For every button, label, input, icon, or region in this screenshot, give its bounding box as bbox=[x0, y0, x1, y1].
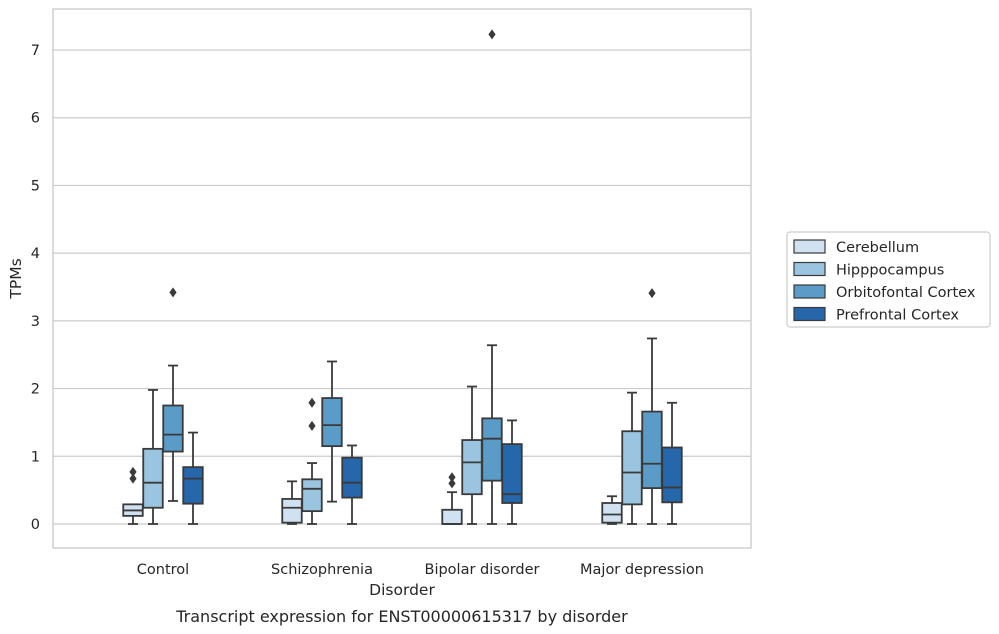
outlier-point bbox=[648, 288, 656, 299]
grid-lines bbox=[53, 49, 751, 525]
box-body bbox=[481, 417, 503, 482]
box-body bbox=[162, 404, 184, 453]
legend-swatch bbox=[793, 284, 826, 299]
y-tick-label: 0 bbox=[31, 517, 40, 533]
y-tick-label: 3 bbox=[31, 314, 40, 330]
box-3-2 bbox=[641, 288, 663, 525]
box-body bbox=[661, 446, 683, 504]
y-tick-label: 7 bbox=[31, 43, 40, 59]
y-tick-label: 4 bbox=[31, 246, 40, 262]
x-tick-label: Bipolar disorder bbox=[425, 562, 540, 578]
box-2-1 bbox=[461, 385, 483, 525]
box-0-2 bbox=[162, 287, 184, 502]
outlier-point bbox=[308, 397, 316, 408]
box-2-3 bbox=[501, 419, 523, 525]
x-tick-labels: Control Schizophrenia Bipolar disorder Majo… bbox=[137, 562, 704, 578]
box-body bbox=[182, 466, 204, 505]
figure-caption: Transcript expression for ENST0000061531… bbox=[175, 607, 628, 626]
outlier-point bbox=[169, 287, 177, 298]
box-body bbox=[441, 508, 463, 525]
box-body bbox=[142, 447, 164, 509]
outlier-point bbox=[129, 473, 137, 484]
outlier-point bbox=[129, 466, 137, 477]
box-body bbox=[641, 410, 663, 490]
box-1-0 bbox=[281, 480, 303, 525]
box-3-3 bbox=[661, 401, 683, 525]
boxes bbox=[122, 29, 683, 525]
y-tick-labels: 0 1 2 3 4 5 6 7 bbox=[31, 43, 40, 533]
box-3-0 bbox=[601, 495, 623, 525]
box-0-1 bbox=[142, 389, 164, 525]
x-tick-label: Major depression bbox=[580, 562, 704, 578]
y-tick-label: 2 bbox=[31, 382, 40, 398]
box-body bbox=[281, 498, 303, 524]
legend-label: Prefrontal Cortex bbox=[836, 308, 959, 324]
outlier-point bbox=[488, 29, 496, 40]
box-body bbox=[341, 456, 363, 499]
y-tick-label: 1 bbox=[31, 449, 40, 465]
legend-label: Cerebellum bbox=[836, 240, 919, 256]
box-body bbox=[301, 478, 323, 513]
legend-swatch bbox=[793, 306, 826, 322]
box-1-1 bbox=[301, 397, 323, 525]
legend-box bbox=[786, 231, 991, 328]
x-axis-label: Disorder bbox=[369, 581, 435, 599]
outlier-point bbox=[308, 420, 316, 431]
box-body bbox=[621, 430, 643, 506]
legend-swatch bbox=[793, 261, 826, 277]
box-2-0 bbox=[441, 472, 463, 525]
y-tick-label: 6 bbox=[31, 111, 40, 127]
legend-label: Orbitofontal Cortex bbox=[836, 285, 976, 301]
box-body bbox=[461, 439, 483, 496]
box-body bbox=[501, 443, 523, 504]
box-body bbox=[601, 502, 623, 524]
box-1-2 bbox=[321, 360, 343, 503]
box-1-3 bbox=[341, 444, 363, 525]
y-axis-label: TPMs bbox=[7, 258, 25, 299]
box-3-1 bbox=[621, 391, 643, 525]
box-0-3 bbox=[182, 431, 204, 525]
box-2-2 bbox=[481, 29, 503, 525]
legend-swatch bbox=[793, 239, 826, 254]
plot-frame bbox=[52, 8, 752, 549]
box-0-0 bbox=[122, 466, 144, 525]
legend: Cerebellum Hipppocampus Orbitofontal Corte… bbox=[786, 231, 991, 328]
y-tick-label: 5 bbox=[31, 178, 40, 194]
x-tick-label: Schizophrenia bbox=[271, 562, 373, 578]
outlier-point bbox=[448, 478, 456, 489]
box-body bbox=[321, 397, 343, 448]
x-tick-label: Control bbox=[137, 562, 189, 578]
legend-label: Hipppocampus bbox=[836, 263, 944, 279]
outlier-point bbox=[448, 472, 456, 483]
